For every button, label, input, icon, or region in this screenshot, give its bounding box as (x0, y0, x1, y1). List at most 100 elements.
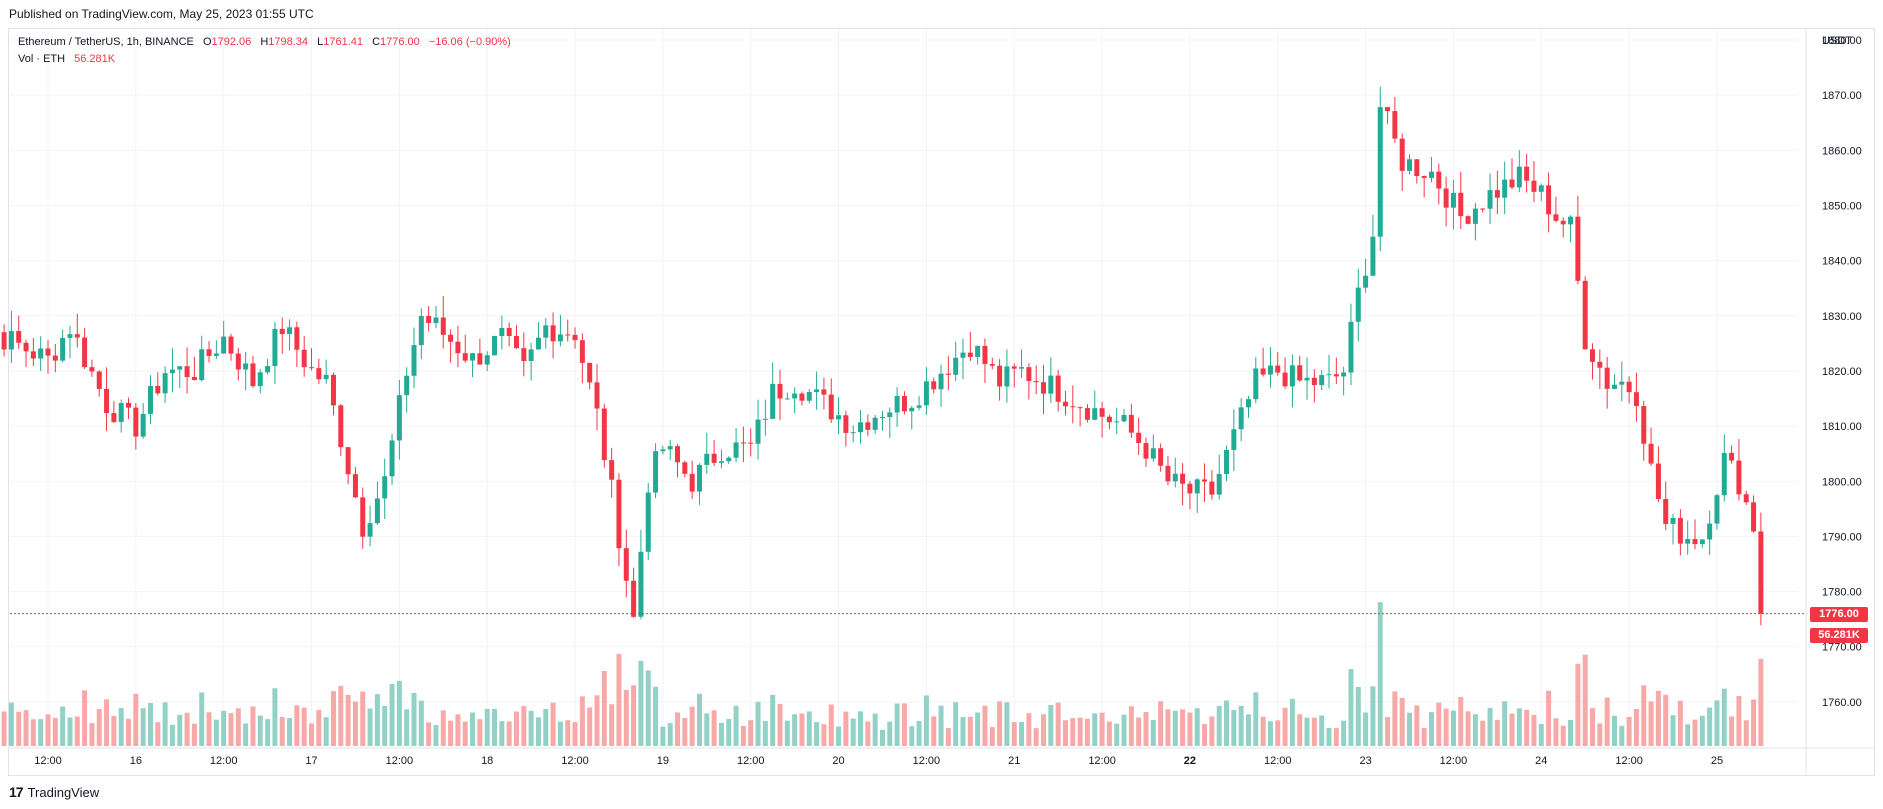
candle-body (1231, 429, 1237, 450)
volume-bar (1428, 712, 1434, 746)
volume-bar (1648, 701, 1654, 746)
volume-bar (799, 713, 805, 746)
candle-body (323, 374, 329, 380)
candle-body (1407, 159, 1413, 171)
volume-bar (792, 714, 798, 746)
volume-bar (448, 720, 454, 746)
volume-bar (660, 726, 666, 746)
volume-bar (1077, 717, 1083, 746)
volume-bar (938, 705, 944, 746)
candle-body (1480, 208, 1486, 210)
volume-bar (953, 702, 959, 746)
volume-bar (1370, 686, 1376, 746)
volume-bar (1443, 708, 1449, 746)
volume-bar (1275, 720, 1281, 746)
volume-legend: Vol · ETH 56.281K (18, 53, 115, 65)
candle-body (601, 408, 607, 461)
candle-body (272, 328, 278, 366)
volume-bar (587, 707, 593, 746)
volume-bar (1180, 709, 1186, 746)
candle-body (287, 327, 293, 335)
currency-label: USDT (1822, 35, 1852, 47)
candle-body (1355, 287, 1361, 322)
candle-body (792, 393, 798, 399)
volume-bar (901, 703, 907, 746)
volume-bar (484, 708, 490, 746)
candle-body (155, 385, 161, 394)
x-tick-label: 12:00 (1615, 755, 1643, 767)
volume-bar (675, 712, 681, 746)
candle-body (1033, 381, 1039, 383)
candle-body (770, 383, 776, 419)
volume-bar (1707, 707, 1713, 746)
candle-body (1604, 367, 1610, 389)
x-tick-label: 12:00 (386, 755, 414, 767)
volume-bar (1267, 721, 1273, 746)
candle-body (572, 334, 578, 341)
volume-bar (1326, 727, 1332, 746)
candle-body (1633, 392, 1639, 407)
volume-bar (1084, 718, 1090, 746)
candle-body (1238, 407, 1244, 430)
symbol-title[interactable]: Ethereum / TetherUS, 1h, BINANCE (18, 36, 194, 48)
candle-body (162, 373, 168, 394)
candle-body (887, 412, 893, 417)
volume-bar (682, 717, 688, 746)
candle-body (1377, 107, 1383, 237)
volume-bar (1282, 707, 1288, 746)
last-price-badge: 1776.00 (1810, 606, 1868, 622)
tradingview-logo[interactable]: 17 TradingView (9, 784, 99, 800)
volume-bar (338, 685, 344, 746)
candle-body (645, 492, 651, 552)
candle-body (513, 335, 519, 349)
candle-body (1282, 372, 1288, 387)
candle-body (330, 374, 336, 406)
volume-bar (623, 689, 629, 746)
candle-body (23, 342, 29, 352)
candle-body (726, 457, 732, 462)
candle-body (623, 548, 629, 581)
candle-body (1648, 443, 1654, 464)
volume-bar (213, 719, 219, 746)
volume-bar (814, 722, 820, 746)
candle-body (667, 446, 673, 450)
candle-body (784, 398, 790, 400)
candle-body (843, 415, 849, 433)
volume-bars (1, 602, 1764, 746)
candle-body (1619, 381, 1625, 385)
candle-body (30, 351, 36, 359)
volume-bar (1245, 714, 1251, 746)
x-tick-label: 17 (305, 755, 317, 767)
volume-bar (1538, 723, 1544, 746)
volume-bar (323, 717, 329, 746)
volume-bar (45, 714, 51, 746)
candle-body (1582, 280, 1588, 350)
volume-bar (1106, 721, 1112, 746)
volume-bar (865, 721, 871, 746)
candle-body (45, 348, 51, 356)
volume-bar (1516, 708, 1522, 746)
candle-body (755, 419, 761, 444)
y-tick-label: 1880.00 (1822, 35, 1862, 47)
candle-body (470, 353, 476, 361)
candle-body (894, 396, 900, 413)
candle-body (989, 364, 995, 366)
volume-bar (960, 717, 966, 746)
volume-label[interactable]: Vol · ETH (18, 53, 66, 65)
chart-frame[interactable] (8, 28, 1875, 776)
x-tick-label: 24 (1535, 755, 1547, 767)
candle-body (1531, 180, 1537, 192)
y-tick-label: 1780.00 (1822, 587, 1862, 599)
volume-bar (711, 710, 717, 746)
volume-bar (1524, 709, 1530, 746)
volume-bar (279, 717, 285, 746)
volume-bar (1202, 723, 1208, 746)
volume-bar (345, 694, 351, 746)
x-tick-label: 12:00 (561, 755, 589, 767)
x-tick-label: 12:00 (210, 755, 238, 767)
candle-body (653, 451, 659, 493)
candle-body (1611, 384, 1617, 389)
volume-bar (1399, 697, 1405, 746)
volume-bar (718, 722, 724, 746)
